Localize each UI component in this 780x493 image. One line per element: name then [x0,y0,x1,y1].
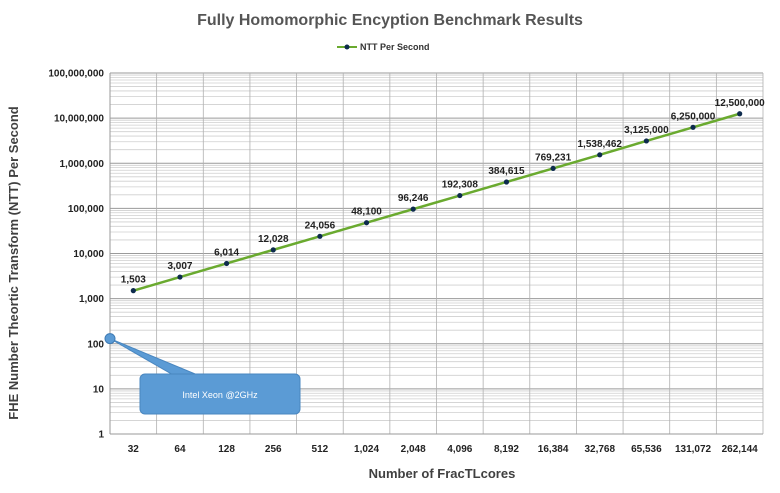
callout: Intel Xeon @2GHz [104,333,301,415]
data-label: 3,125,000 [624,125,669,136]
y-tick-label: 1,000,000 [60,159,105,170]
data-point [177,274,183,280]
data-label: 3,007 [167,261,192,272]
x-axis-title: Number of FracTLcores [369,466,516,481]
data-point [597,152,603,158]
chart-title: Fully Homomorphic Encyption Benchmark Re… [197,12,583,29]
y-tick-label: 100,000,000 [48,69,104,80]
x-tick-label: 1,024 [354,444,379,455]
data-point [643,138,649,144]
data-label: 384,615 [488,166,525,177]
y-tick-label: 10 [93,384,105,395]
data-label: 192,308 [442,180,479,191]
data-label: 96,246 [398,193,429,204]
x-tick-labels: 32 64 128 256 512 1,024 2,048 4,096 8,192 16,384 3… [128,444,758,455]
data-point [317,233,323,239]
data-label: 769,231 [535,152,572,163]
y-tick-label: 100,000 [68,204,105,215]
x-tick-label: 2,048 [401,444,426,455]
y-axis-title: FHE Number Theortic Transform (NTT) Per … [6,106,21,420]
data-label: 24,056 [305,220,336,231]
legend-marker [344,44,350,50]
data-labels: 1,503 3,007 6,014 12,028 24,056 48,100 96,246 1… [121,98,765,286]
y-tick-label: 1,000 [79,294,104,305]
x-tick-label: 32 [128,444,140,455]
x-tick-label: 128 [218,444,235,455]
callout-text: Intel Xeon @2GHz [182,390,258,400]
x-tick-label: 65,536 [631,444,662,455]
series [130,111,743,294]
data-point [270,247,276,253]
data-point [410,206,416,212]
data-point [503,179,510,185]
data-label: 48,100 [351,207,382,218]
data-label: 12,500,000 [715,98,765,109]
data-label: 1,538,462 [578,139,623,150]
x-tick-label: 4,096 [447,444,472,455]
y-tick-label: 10,000,000 [54,114,104,125]
data-point [690,124,696,130]
data-point [457,192,463,199]
data-label: 1,503 [121,275,146,286]
y-tick-labels: 1 10 100 1,000 10,000 100,000 1,000,000 10,000,… [48,69,104,441]
x-tick-label: 512 [312,444,329,455]
callout-box [139,373,301,415]
data-label: 6,014 [214,247,239,258]
y-tick-label: 10,000 [73,249,104,260]
series-line [132,112,741,292]
callout-point [104,333,116,345]
data-point [130,288,136,294]
y-tick-label: 1 [98,430,104,441]
legend: NTT Per Second [337,42,430,52]
data-point [363,220,370,226]
y-tick-label: 100 [87,339,104,350]
axes [109,73,763,435]
x-tick-label: 16,384 [538,444,569,455]
data-point [224,260,230,267]
x-tick-label: 131,072 [675,444,712,455]
x-tick-label: 32,768 [584,444,615,455]
x-tick-label: 262,144 [722,444,759,455]
x-tick-label: 64 [174,444,186,455]
data-point [550,165,556,171]
x-tick-label: 8,192 [494,444,519,455]
data-label: 12,028 [258,234,289,245]
legend-label: NTT Per Second [360,42,430,52]
data-point [737,111,743,117]
x-tick-label: 256 [265,444,282,455]
data-label: 6,250,000 [671,111,716,122]
